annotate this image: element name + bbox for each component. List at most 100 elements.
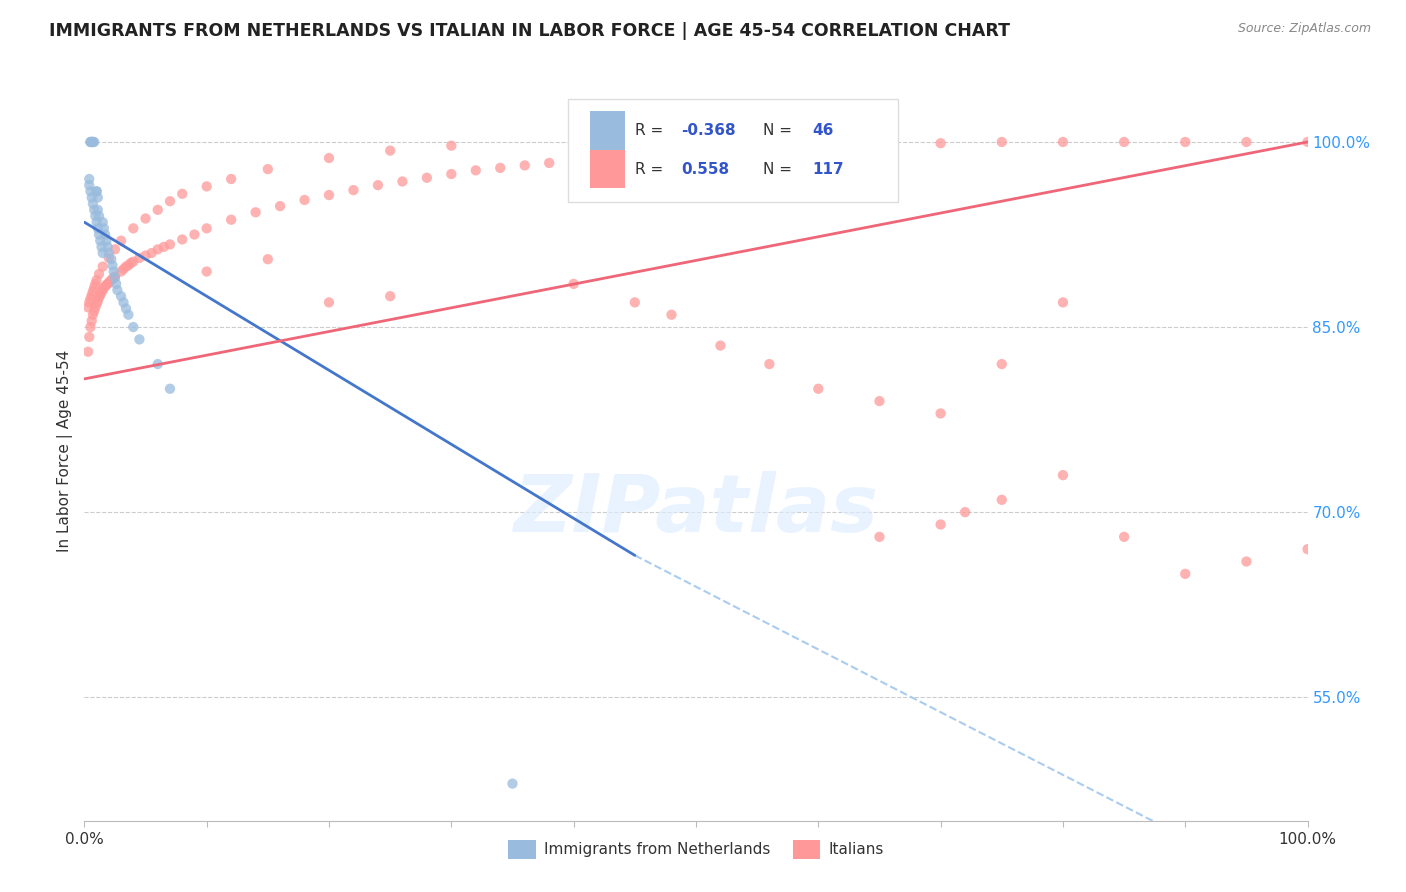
Point	[90, 285, 112, 300]
Point	[97, 251, 120, 265]
Point	[146, 243, 169, 257]
Point	[502, 777, 524, 791]
Point	[86, 296, 108, 310]
Point	[97, 246, 120, 260]
Point	[391, 174, 413, 188]
Point	[318, 295, 340, 310]
Point	[112, 295, 135, 310]
Point	[115, 301, 138, 316]
Text: ZIPatlas: ZIPatlas	[513, 471, 879, 549]
Point	[110, 234, 132, 248]
Point	[80, 190, 103, 204]
Point	[77, 295, 100, 310]
Point	[89, 234, 111, 248]
Point	[929, 136, 952, 151]
Point	[104, 270, 127, 285]
Text: 46: 46	[813, 123, 834, 138]
Point	[83, 135, 105, 149]
Point	[83, 280, 105, 294]
Point	[86, 185, 108, 199]
Point	[77, 172, 100, 186]
Point	[416, 170, 439, 185]
Point	[80, 314, 103, 328]
Point	[79, 135, 101, 149]
Point	[159, 194, 181, 209]
Point	[159, 237, 181, 252]
Point	[79, 292, 101, 306]
Text: 0.558: 0.558	[682, 161, 730, 177]
Point	[612, 148, 634, 162]
Point	[1296, 542, 1319, 557]
Point	[991, 492, 1014, 507]
Point	[929, 407, 952, 421]
Point	[110, 289, 132, 303]
Point	[153, 240, 176, 254]
Point	[146, 357, 169, 371]
Point	[586, 151, 609, 165]
FancyBboxPatch shape	[589, 150, 626, 188]
Point	[77, 178, 100, 193]
Point	[1114, 530, 1136, 544]
Point	[96, 278, 118, 293]
Point	[84, 301, 107, 315]
Point	[183, 227, 205, 242]
Point	[87, 209, 110, 223]
Point	[100, 273, 122, 287]
Point	[318, 151, 340, 165]
Point	[172, 232, 194, 246]
Point	[86, 273, 108, 287]
Point	[89, 288, 111, 302]
Point	[122, 254, 145, 268]
Point	[104, 269, 127, 284]
Point	[128, 251, 150, 265]
Point	[747, 140, 769, 154]
Point	[513, 158, 536, 172]
Point	[77, 344, 100, 359]
Point	[1174, 566, 1197, 581]
Point	[661, 308, 683, 322]
Point	[91, 260, 114, 274]
Point	[93, 221, 115, 235]
Point	[269, 199, 291, 213]
Point	[367, 178, 389, 193]
Point	[91, 215, 114, 229]
Point	[115, 260, 138, 274]
Point	[80, 135, 103, 149]
Legend: Immigrants from Netherlands, Italians: Immigrants from Netherlands, Italians	[502, 834, 890, 865]
Point	[219, 172, 242, 186]
Point	[929, 517, 952, 532]
Point	[135, 248, 157, 262]
Point	[82, 135, 104, 149]
Point	[538, 156, 561, 170]
Point	[562, 153, 585, 168]
Point	[991, 135, 1014, 149]
Text: R =: R =	[636, 161, 668, 177]
Point	[94, 279, 117, 293]
Point	[1174, 135, 1197, 149]
Point	[82, 285, 104, 299]
Point	[105, 277, 128, 291]
Point	[83, 202, 105, 217]
Point	[380, 144, 402, 158]
Point	[84, 209, 107, 223]
Point	[464, 163, 486, 178]
Point	[87, 227, 110, 242]
Point	[257, 162, 280, 177]
Point	[87, 221, 110, 235]
Point	[562, 277, 585, 291]
Point	[1052, 135, 1074, 149]
Point	[195, 179, 218, 194]
Point	[685, 142, 707, 156]
Point	[122, 221, 145, 235]
Point	[110, 264, 132, 278]
Point	[80, 288, 103, 302]
Point	[97, 277, 120, 291]
Point	[195, 264, 218, 278]
Point	[489, 161, 512, 175]
Point	[380, 289, 402, 303]
Point	[294, 193, 316, 207]
Point	[103, 270, 125, 285]
Point	[80, 135, 103, 149]
Point	[991, 357, 1014, 371]
Point	[257, 252, 280, 267]
